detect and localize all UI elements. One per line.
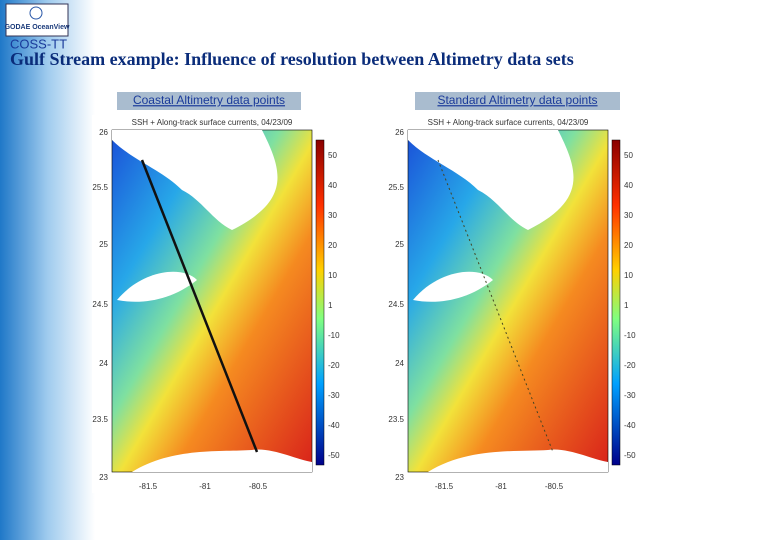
- colorbar-label: -50: [624, 451, 636, 460]
- x-tick-label: -81: [199, 482, 211, 491]
- track: [140, 159, 259, 453]
- logo-globe: [29, 6, 43, 20]
- colorbar-label: -20: [624, 361, 636, 370]
- caption-box: [117, 92, 301, 110]
- colorbar-label: -40: [624, 421, 636, 430]
- land-florida: [112, 130, 278, 230]
- y-tick-label: 25.5: [92, 183, 108, 192]
- colorbar-label: 20: [328, 241, 337, 250]
- track: [437, 159, 554, 453]
- x-tick-label: -81: [495, 482, 507, 491]
- colorbar-label: 20: [624, 241, 633, 250]
- colorbar-label: -10: [624, 331, 636, 340]
- program-name: COSS-TT: [10, 36, 67, 51]
- colorbar-label: 1: [624, 301, 629, 310]
- caption: Standard Altimetry data points: [437, 93, 597, 107]
- y-tick-label: 25.5: [388, 183, 404, 192]
- colorbar-label: -40: [328, 421, 340, 430]
- colorbar-label: 10: [328, 271, 337, 280]
- y-tick-label: 26: [99, 128, 108, 137]
- logo-text: GODAE OceanView: [5, 24, 70, 31]
- colorbar-label: 40: [328, 181, 337, 190]
- y-tick-label: 23: [395, 473, 404, 482]
- colorbar-label: -10: [328, 331, 340, 340]
- colorbar-label: -50: [328, 451, 340, 460]
- y-tick-label: 25: [99, 240, 108, 249]
- colorbar-label: 30: [624, 211, 633, 220]
- y-tick-label: 24.5: [388, 300, 404, 309]
- logo-box: [5, 3, 69, 37]
- caption-box: [415, 92, 620, 110]
- x-tick-label: -80.5: [545, 482, 564, 491]
- colorbar-label: -30: [328, 391, 340, 400]
- colorbar: [611, 139, 621, 466]
- colorbar-label: 10: [624, 271, 633, 280]
- x-tick-label: -81.5: [139, 482, 158, 491]
- x-tick-label: -81.5: [435, 482, 454, 491]
- side-strip: [0, 0, 95, 540]
- colorbar-label: -30: [624, 391, 636, 400]
- land-florida: [408, 130, 574, 230]
- colorbar-label: 40: [624, 181, 633, 190]
- colorbar-label: 50: [328, 151, 337, 160]
- y-tick-label: 23.5: [92, 415, 108, 424]
- land-keys: [117, 271, 197, 302]
- y-tick-label: 23: [99, 473, 108, 482]
- y-tick-label: 24: [395, 359, 404, 368]
- y-tick-label: 24: [99, 359, 108, 368]
- plot-title: SSH + Along-track surface currents, 04/2…: [132, 118, 293, 127]
- y-tick-label: 25: [395, 240, 404, 249]
- y-tick-label: 26: [395, 128, 404, 137]
- colorbar-label: -20: [328, 361, 340, 370]
- caption: Coastal Altimetry data points: [133, 93, 285, 107]
- land-cuba: [132, 449, 312, 472]
- colorbar-label: 30: [328, 211, 337, 220]
- x-tick-label: -80.5: [249, 482, 268, 491]
- colorbar-label: 1: [328, 301, 333, 310]
- y-tick-label: 24.5: [92, 300, 108, 309]
- y-tick-label: 23.5: [388, 415, 404, 424]
- slide-title: Gulf Stream example: Influence of resolu…: [10, 49, 574, 69]
- land-keys: [413, 271, 493, 302]
- colorbar: [315, 139, 325, 466]
- colorbar-label: 50: [624, 151, 633, 160]
- land-cuba: [428, 449, 608, 472]
- plot-title: SSH + Along-track surface currents, 04/2…: [428, 118, 589, 127]
